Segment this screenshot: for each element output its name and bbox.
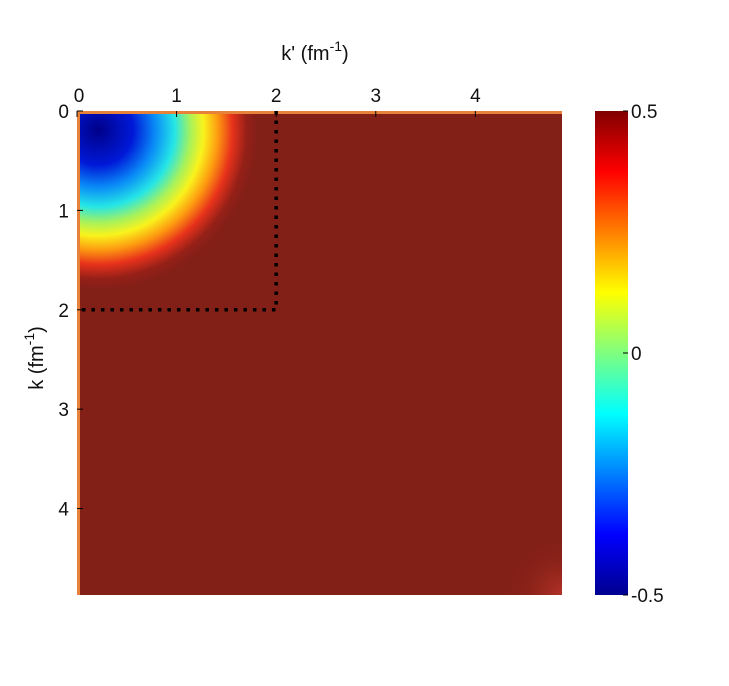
colorbar-tick-label: -0.5 bbox=[631, 586, 664, 607]
y-tick-label: 2 bbox=[58, 301, 69, 322]
x-axis-label: k' (fm-1) bbox=[281, 38, 348, 65]
y-tick-label: 4 bbox=[58, 500, 69, 521]
y-tick-label: 1 bbox=[58, 201, 69, 222]
x-tick-label: 1 bbox=[171, 86, 182, 107]
x-tick-label: 0 bbox=[74, 86, 85, 107]
heatmap-area bbox=[77, 111, 562, 595]
colorbar-ticks: 0.5 0 -0.5 bbox=[623, 102, 664, 607]
y-tick-labels: 0 1 2 3 4 bbox=[58, 102, 83, 521]
colorbar-tick-label: 0 bbox=[631, 344, 642, 365]
x-tick-label: 4 bbox=[470, 86, 481, 107]
y-tick-label: 0 bbox=[58, 102, 69, 123]
y-tick-label: 3 bbox=[58, 400, 69, 421]
heatmap-top-edge bbox=[77, 111, 562, 114]
x-tick-labels: 0 1 2 3 4 bbox=[74, 86, 481, 117]
x-tick-label: 2 bbox=[271, 86, 282, 107]
heatmap-corner-highlight bbox=[480, 510, 562, 595]
x-tick-label: 3 bbox=[370, 86, 381, 107]
colorbar-tick-label: 0.5 bbox=[631, 102, 657, 123]
colorbar bbox=[595, 111, 628, 595]
y-axis-label: k (fm-1) bbox=[21, 326, 48, 390]
heatmap-left-edge bbox=[77, 111, 80, 595]
heatmap-low-region bbox=[77, 111, 337, 371]
